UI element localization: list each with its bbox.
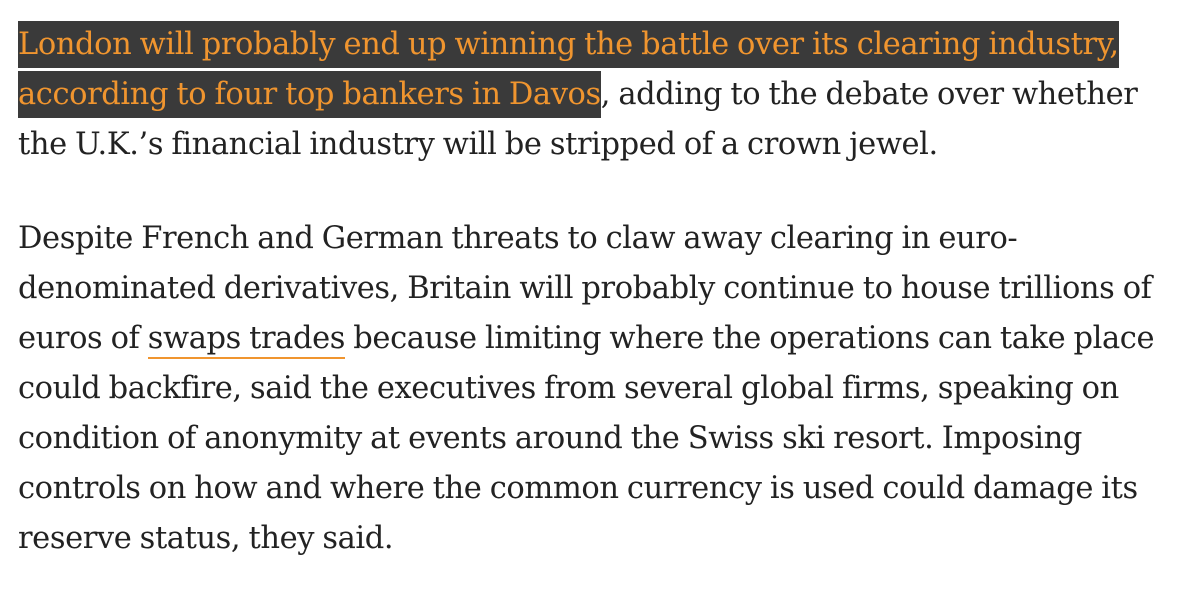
paragraph-2-text-start: Despite French and German threats to cla… (18, 221, 1152, 356)
paragraph-2-text-end: because limiting where the operations ca… (18, 321, 1155, 556)
paragraph-1-text: , adding to the debate over whether the … (18, 77, 1138, 162)
paragraph-2: Despite French and German threats to cla… (18, 214, 1180, 564)
paragraph-1: London will probably end up winning the … (18, 20, 1180, 170)
swaps-trades-link[interactable]: swaps trades (147, 321, 345, 359)
